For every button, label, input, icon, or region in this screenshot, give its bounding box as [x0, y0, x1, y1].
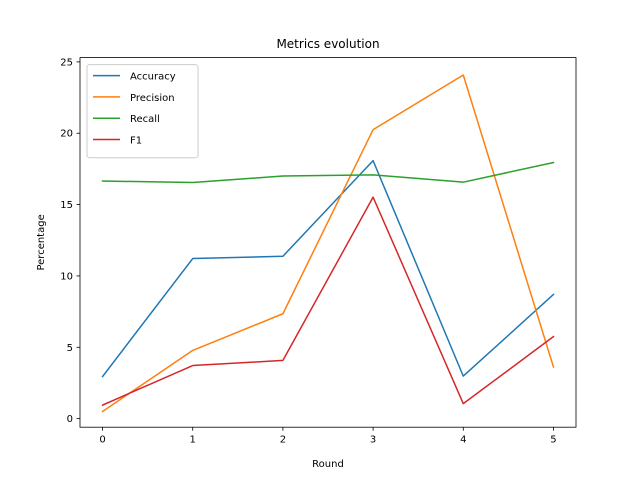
x-tick-label: 2 — [280, 435, 286, 446]
legend-label: Recall — [130, 114, 160, 125]
legend-box — [86, 64, 199, 159]
y-axis-label: Percentage — [36, 214, 47, 270]
series-line-recall — [101, 161, 555, 184]
y-tick-label: 5 — [67, 343, 73, 354]
series-line-f1 — [101, 196, 555, 407]
x-tick-label: 0 — [99, 435, 105, 446]
y-axis: 0 5 10 15 20 25 — [60, 57, 80, 425]
x-tick-label: 5 — [550, 435, 556, 446]
x-tick-label: 3 — [370, 435, 376, 446]
y-tick-label: 15 — [60, 200, 73, 211]
legend-label: F1 — [130, 136, 142, 147]
y-tick-label: 10 — [60, 271, 73, 282]
plot-frame — [79, 57, 577, 428]
x-axis: 0 1 2 3 4 5 — [99, 427, 557, 446]
series-group — [101, 74, 555, 413]
y-tick-label: 0 — [67, 414, 73, 425]
chart-title: Metrics evolution — [276, 37, 379, 51]
series-line-accuracy — [101, 159, 555, 378]
legend: Accuracy Precision Recall F1 — [86, 64, 199, 159]
x-axis-label: Round — [312, 459, 344, 470]
y-tick-label: 25 — [60, 57, 73, 68]
x-tick-label: 1 — [190, 435, 196, 446]
y-tick-label: 20 — [60, 129, 73, 140]
x-tick-label: 4 — [460, 435, 466, 446]
series-line-precision — [101, 74, 555, 413]
legend-label: Accuracy — [130, 72, 176, 83]
legend-label: Precision — [130, 93, 175, 104]
